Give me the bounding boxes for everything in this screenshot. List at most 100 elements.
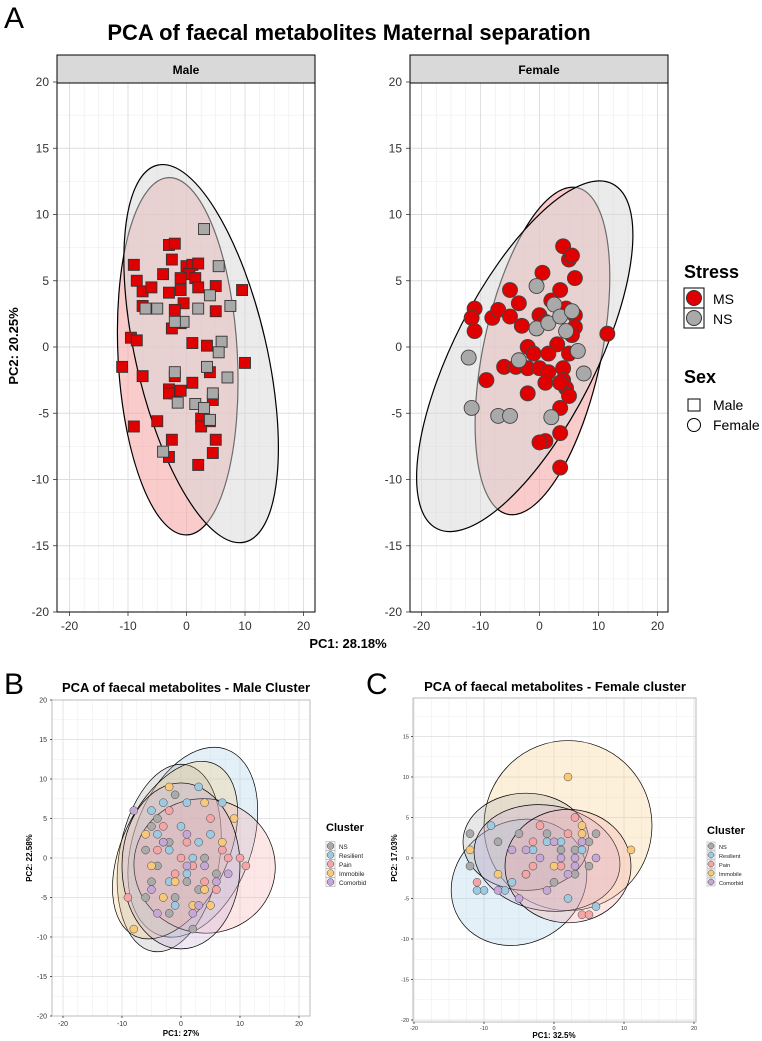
point-comorbid <box>147 885 156 894</box>
point-ms <box>174 272 187 285</box>
point-resilient <box>218 798 227 807</box>
point-ms <box>136 370 149 383</box>
legend-c-title: Cluster <box>707 825 746 837</box>
point-ns <box>198 402 211 414</box>
point-comorbid <box>577 837 587 847</box>
point-pain <box>218 845 227 855</box>
point-ms <box>540 345 557 362</box>
legend-marker-pain <box>707 860 715 868</box>
plot-a-male: -20 -10 0 10 20 -20 -15 -10 -5 0 5 10 15 20 <box>32 75 316 633</box>
point-ms <box>162 387 175 400</box>
point-ns <box>564 303 580 320</box>
point-immobile <box>549 861 559 871</box>
point-ms <box>552 282 569 298</box>
point-ms <box>537 374 554 391</box>
y-tick-label: 20 <box>389 75 403 89</box>
point-ms <box>552 374 569 391</box>
point-ms <box>206 447 219 459</box>
panel-b-title: PCA of faecal metabolites - Male Cluster <box>62 680 310 695</box>
point-ms <box>552 459 569 476</box>
point-ms <box>599 325 616 342</box>
legend-marker-immobile <box>707 869 715 877</box>
panel-a-legend: Stress MS NS Sex Male Female <box>683 262 760 433</box>
plot-b: -20 -10 0 10 20 -20 -15 -10 -5 0 5 10 15 20 <box>37 697 311 1028</box>
y-tick-label: 5 <box>43 816 47 823</box>
point-immobile <box>170 877 180 886</box>
x-tick-label: 10 <box>236 1021 244 1028</box>
point-resilient <box>206 830 215 839</box>
facet-strip-male <box>56 54 316 84</box>
legend-label-pain: Pain <box>719 863 730 869</box>
point-ms <box>186 337 199 349</box>
legend-label-pain: Pain <box>339 862 352 869</box>
x-tick-label: 10 <box>621 1026 627 1032</box>
point-resilient <box>159 798 168 807</box>
point-ms <box>510 295 527 312</box>
x-tick-label: 0 <box>179 1021 183 1028</box>
point-comorbid <box>556 853 566 863</box>
y-tick-label: -5 <box>41 895 47 902</box>
point-ms <box>192 458 205 471</box>
point-comorbid <box>212 877 221 886</box>
point-ms <box>466 323 483 340</box>
point-comorbid <box>129 806 139 815</box>
facet-label-male: Male <box>173 63 200 77</box>
point-ns <box>460 349 477 366</box>
point-ms <box>561 388 577 404</box>
y-tick-label: 5 <box>395 274 402 288</box>
point-resilient <box>472 886 482 895</box>
point-ns <box>465 861 475 871</box>
x-tick-label: -10 <box>472 619 490 633</box>
point-ms <box>195 420 208 433</box>
point-ns <box>164 909 174 918</box>
point-ns <box>153 814 162 823</box>
legend-c-items: NS Resilient Pain Immobile Comorbid <box>706 841 743 887</box>
point-pain <box>521 869 531 879</box>
point-immobile <box>229 814 239 823</box>
point-ns <box>201 360 213 373</box>
point-ns <box>147 822 156 831</box>
point-resilient <box>182 798 192 807</box>
y-tick-label: -15 <box>37 974 47 981</box>
point-ns <box>198 223 211 236</box>
panel-a-letter: A <box>4 2 24 35</box>
point-ms <box>209 305 222 318</box>
point-ms <box>566 270 583 287</box>
point-comorbid <box>507 845 517 855</box>
point-pain <box>153 845 162 855</box>
point-ms <box>127 258 140 271</box>
legend-label-resilient: Resilient <box>339 853 363 860</box>
point-pain <box>472 878 482 887</box>
point-ms <box>186 376 199 389</box>
y-tick-label: -20 <box>32 605 50 619</box>
y-tick-label: -10 <box>37 934 47 941</box>
point-ns <box>591 829 601 838</box>
point-ms <box>564 247 580 264</box>
point-immobile <box>626 845 636 855</box>
point-immobile <box>577 821 587 830</box>
legend-marker-male-square <box>687 398 701 412</box>
panel-c-title: PCA of faecal metabolites - Female clust… <box>424 679 686 694</box>
panel-b-letter: B <box>4 668 24 701</box>
panel-b-legend: Cluster NS Resilient Pain Immobile Comorbid <box>325 822 367 887</box>
point-resilient <box>563 894 573 903</box>
point-resilient <box>486 821 496 830</box>
point-immobile <box>577 829 587 838</box>
point-pain <box>563 829 573 838</box>
legend-marker-resilient <box>707 851 715 859</box>
point-ms <box>192 257 205 270</box>
y-tick-label: 0 <box>406 856 409 862</box>
point-ns <box>192 302 205 315</box>
point-ms <box>502 308 518 325</box>
point-ns <box>206 387 219 400</box>
y-tick-label: 10 <box>389 208 403 222</box>
legend-label-female: Female <box>713 417 760 433</box>
point-ns <box>147 877 156 886</box>
point-ns <box>170 790 180 800</box>
point-ns <box>168 366 181 379</box>
y-tick-label: 15 <box>403 734 409 740</box>
x-tick-label: -10 <box>119 619 137 633</box>
point-ms <box>236 284 249 296</box>
point-ms <box>168 303 181 316</box>
legend-marker-female-circle <box>687 418 701 432</box>
